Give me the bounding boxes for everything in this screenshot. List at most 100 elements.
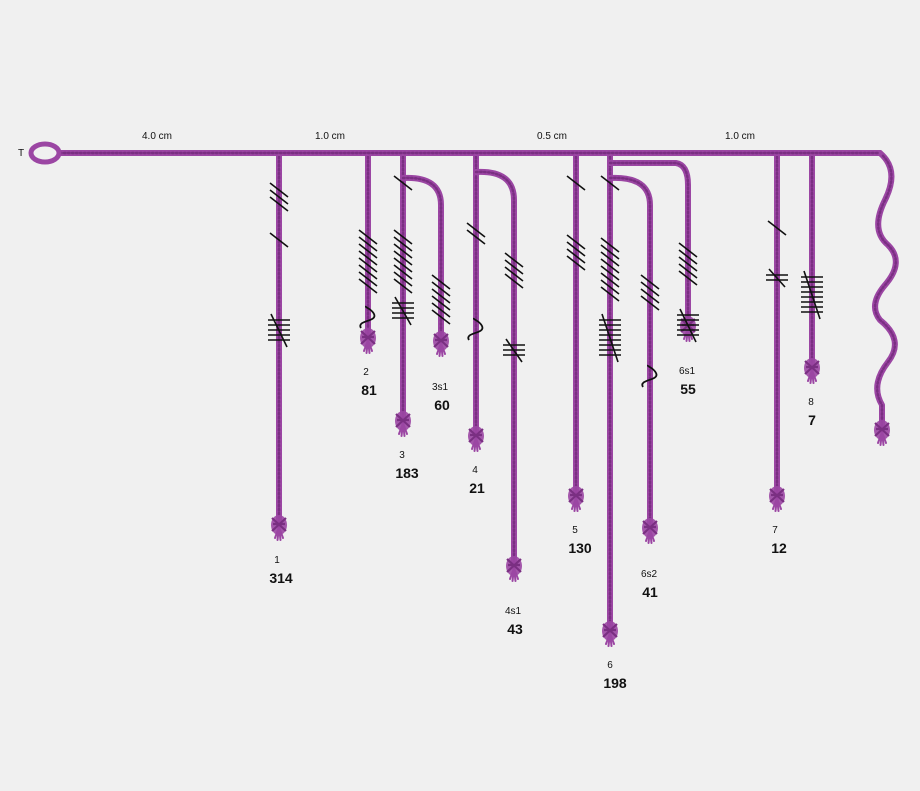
cord-total-2: 81 bbox=[361, 382, 377, 398]
cord-6-knots-b-2 bbox=[600, 251, 620, 267]
spacing-label-3: 0.5 cm bbox=[537, 131, 567, 142]
cord-id-5: 5 bbox=[572, 525, 578, 536]
cord-6-knots-a-0 bbox=[600, 175, 620, 191]
cord-4s1 bbox=[473, 168, 517, 568]
cord-3-knots-a-0 bbox=[393, 175, 413, 191]
cord-6s2-knots-3 bbox=[640, 295, 660, 311]
cord-4-knots-1 bbox=[466, 229, 486, 245]
cord-6s2-end bbox=[642, 518, 658, 544]
cord-4-knots-0 bbox=[466, 222, 486, 238]
cord-6-knots-b-0 bbox=[600, 237, 620, 253]
cord-3s1-knots-4 bbox=[431, 302, 451, 318]
cord-5-knots-b-2 bbox=[566, 248, 586, 264]
cord-3s1-body bbox=[400, 174, 444, 343]
cord-7-end bbox=[769, 486, 785, 512]
cord-5-end bbox=[568, 486, 584, 512]
cord-6s1-twist bbox=[608, 161, 690, 327]
cord-2-end bbox=[360, 328, 376, 354]
cord-4s1-end bbox=[506, 556, 522, 582]
cord-3s1-end bbox=[433, 331, 449, 357]
cord-8-long-knot-axis bbox=[803, 270, 821, 320]
cord-4s1-long-knot bbox=[503, 338, 525, 363]
cord-5-knots-b-3 bbox=[566, 255, 586, 271]
cord-4s1-body bbox=[473, 168, 517, 568]
cord-2-figure-eight bbox=[359, 305, 376, 329]
cord-4s1-end-wrap bbox=[506, 558, 522, 573]
cord-3s1-knots-3 bbox=[431, 295, 451, 311]
cord-3-knots-b-1 bbox=[393, 236, 413, 252]
cord-4-end-wrap bbox=[468, 428, 484, 443]
cord-6-knots-b-1 bbox=[600, 244, 620, 260]
cord-3s1 bbox=[400, 174, 444, 343]
cord-4s1-twist bbox=[474, 170, 516, 567]
cord-total-8: 7 bbox=[808, 412, 816, 428]
cord-total-1: 314 bbox=[269, 570, 293, 586]
cord-4s1-knots-2 bbox=[504, 266, 524, 282]
cord-6-end-wrap bbox=[602, 623, 618, 638]
cord-8-end-wrap bbox=[804, 360, 820, 375]
cord-6-knots-b-6 bbox=[600, 279, 620, 295]
spacing-label-2: 1.0 cm bbox=[315, 131, 345, 142]
cord-6-end bbox=[602, 621, 618, 647]
cord-total-3: 183 bbox=[395, 465, 419, 481]
cord-3-knots-b-3 bbox=[393, 250, 413, 266]
cord-1-end bbox=[271, 515, 287, 541]
spacing-label-1: 4.0 cm bbox=[142, 131, 172, 142]
cord-top-twist bbox=[873, 151, 897, 430]
cord-7-long-knot bbox=[766, 268, 788, 288]
cord-id-3: 3 bbox=[399, 450, 405, 461]
cord-6s2-figure-eight bbox=[641, 364, 658, 388]
cord-5-end-wrap bbox=[568, 488, 584, 503]
cord-3-knots-b-6 bbox=[393, 271, 413, 287]
cord-3-knots-b-5 bbox=[393, 264, 413, 280]
cord-2-knots-0 bbox=[358, 229, 378, 245]
cord-total-5: 130 bbox=[568, 540, 592, 556]
cord-6-knots-b-5 bbox=[600, 272, 620, 288]
cord-total-4: 21 bbox=[469, 480, 485, 496]
cord-3s1-knots-0 bbox=[431, 274, 451, 290]
primary-cord-layer bbox=[28, 141, 883, 165]
cord-id-8: 8 bbox=[808, 397, 814, 408]
cord-2-knots-3 bbox=[358, 250, 378, 266]
cord-6s1-long-knot-axis bbox=[679, 308, 697, 343]
spacing-label-4: 1.0 cm bbox=[725, 131, 755, 142]
knots-layer bbox=[268, 175, 823, 388]
cord-1-knots-a-0 bbox=[269, 182, 289, 198]
cord-1-knots-a-2 bbox=[269, 196, 289, 212]
cord-4s1-knots-1 bbox=[504, 259, 524, 275]
cord-top-end-wrap bbox=[874, 422, 890, 437]
cord-1-long-knot-axis bbox=[270, 313, 288, 348]
cord-1-end-wrap bbox=[271, 517, 287, 532]
cord-4s1-long-knot-axis bbox=[505, 338, 523, 363]
cord-1-long-knot bbox=[268, 313, 290, 348]
cord-5-knots-a-0 bbox=[566, 175, 586, 191]
cord-3-knots-b-7 bbox=[393, 278, 413, 294]
cord-top-end bbox=[874, 420, 890, 446]
cord-4s1-knots-3 bbox=[504, 273, 524, 289]
cord-6s1-knots-1 bbox=[678, 249, 698, 265]
cord-3s1-knots-1 bbox=[431, 281, 451, 297]
cord-id-6: 6 bbox=[607, 660, 613, 671]
cord-2-knots-1 bbox=[358, 236, 378, 252]
cord-id-6s1: 6s1 bbox=[679, 366, 696, 377]
cord-4-end bbox=[468, 426, 484, 452]
cord-6s1-knots-0 bbox=[678, 242, 698, 258]
cord-top bbox=[872, 150, 899, 431]
cord-total-4s1: 43 bbox=[507, 621, 523, 637]
cord-6s2-end-wrap bbox=[642, 520, 658, 535]
cord-5-knots-b-1 bbox=[566, 241, 586, 257]
cord-4s1-knots-0 bbox=[504, 252, 524, 268]
cord-id-6s2: 6s2 bbox=[641, 569, 658, 580]
cord-6s2-twist bbox=[608, 176, 652, 529]
cord-total-7: 12 bbox=[771, 540, 787, 556]
cord-6s2-body bbox=[607, 174, 653, 530]
cord-3-end-wrap bbox=[395, 413, 411, 428]
cord-6s1-knots-4 bbox=[678, 270, 698, 286]
cord-id-3s1: 3s1 bbox=[432, 382, 449, 393]
cord-7-long-knot-axis bbox=[768, 268, 786, 288]
cord-3s1-knots-5 bbox=[431, 309, 451, 325]
cord-3-long-knot bbox=[392, 296, 414, 326]
cord-6-knots-b-3 bbox=[600, 258, 620, 274]
